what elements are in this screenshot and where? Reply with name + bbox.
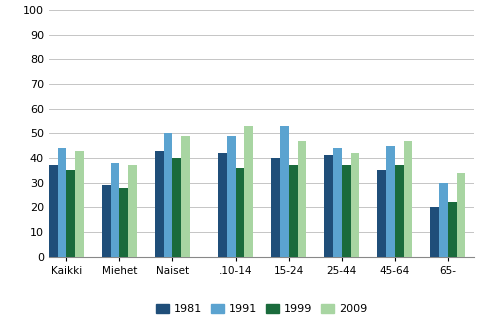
Bar: [244, 126, 253, 257]
Bar: [447, 202, 456, 257]
Bar: [172, 158, 181, 257]
Bar: [181, 136, 189, 257]
Bar: [226, 136, 235, 257]
Bar: [280, 126, 288, 257]
Bar: [385, 145, 394, 257]
Bar: [288, 165, 297, 257]
Legend: 1981, 1991, 1999, 2009: 1981, 1991, 1999, 2009: [151, 299, 371, 318]
Bar: [271, 158, 280, 257]
Bar: [332, 148, 341, 257]
Bar: [58, 148, 66, 257]
Bar: [235, 168, 244, 257]
Bar: [49, 165, 58, 257]
Bar: [128, 165, 137, 257]
Bar: [377, 170, 385, 257]
Bar: [341, 165, 350, 257]
Bar: [66, 170, 75, 257]
Bar: [324, 155, 332, 257]
Bar: [403, 141, 411, 257]
Bar: [218, 153, 226, 257]
Bar: [350, 153, 359, 257]
Bar: [155, 150, 163, 257]
Bar: [456, 173, 465, 257]
Bar: [438, 183, 447, 257]
Bar: [429, 207, 438, 257]
Bar: [163, 133, 172, 257]
Bar: [75, 150, 84, 257]
Bar: [119, 188, 128, 257]
Bar: [110, 163, 119, 257]
Bar: [394, 165, 403, 257]
Bar: [102, 185, 110, 257]
Bar: [297, 141, 305, 257]
